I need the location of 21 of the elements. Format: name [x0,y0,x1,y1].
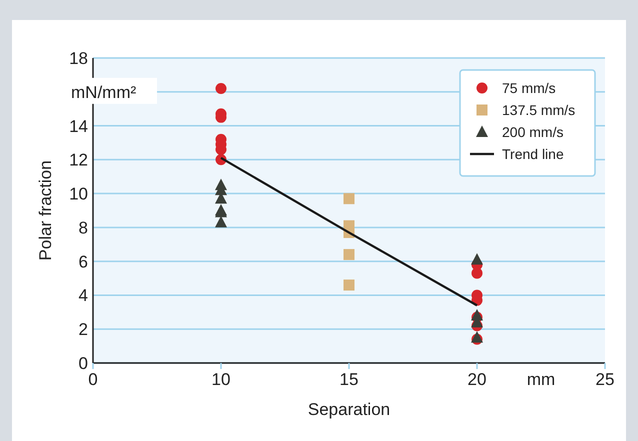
y-tick-label: 10 [69,184,88,204]
y-tick-label: 2 [78,320,88,340]
y-axis-title: Polar fraction [36,160,55,261]
x-tick-label: 15 [340,370,358,389]
legend-label: 137.5 mm/s [502,102,576,118]
y-tick-label: 14 [69,116,88,136]
legend-label: Trend line [502,146,564,162]
x-axis-title: Separation [308,400,390,419]
y-tick-label: 6 [78,252,88,272]
y-tick-label: 8 [78,218,88,238]
legend-label: 200 mm/s [502,124,564,140]
y-tick-label: 12 [69,150,88,170]
annotation: mN/mm² [71,82,136,102]
x-tick-label: 20 [468,370,486,389]
x-tick-label: 25 [596,370,614,389]
y-tick-label: 18 [69,49,88,68]
text: mm [526,370,556,389]
y-tick-label: 4 [78,286,88,306]
x-tick-label: 10 [212,370,230,389]
y-tick-label: 0 [78,354,88,373]
legend-label: 75 mm/s [502,80,556,96]
